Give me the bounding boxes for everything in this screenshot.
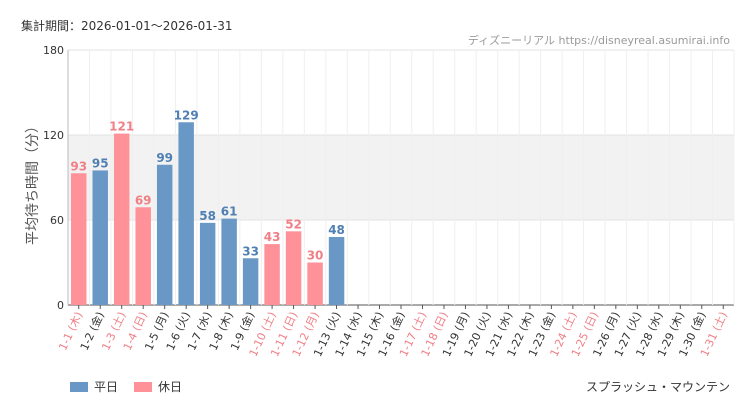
bar-5[interactable] bbox=[156, 164, 173, 305]
site-credit: ディズニーリアル https://disneyreal.asumirai.inf… bbox=[467, 34, 730, 47]
value-label: 69 bbox=[135, 193, 152, 207]
bar-9[interactable] bbox=[242, 258, 259, 305]
bar-3[interactable] bbox=[113, 133, 130, 305]
value-label: 48 bbox=[328, 223, 345, 237]
y-tick-label: 0 bbox=[57, 299, 64, 312]
period-label: 集計期間：2026-01-01～2026-01-31 bbox=[21, 19, 233, 33]
y-tick-labels: 0 60 120 180 bbox=[43, 44, 64, 312]
value-label: 58 bbox=[199, 209, 216, 223]
bar-2[interactable] bbox=[92, 170, 108, 305]
bar-13[interactable] bbox=[328, 237, 345, 305]
legend-item-weekday[interactable]: 平日 bbox=[70, 378, 118, 395]
value-label: 30 bbox=[307, 249, 324, 263]
y-tick-label: 120 bbox=[43, 129, 64, 142]
bars bbox=[71, 122, 345, 306]
value-label: 52 bbox=[285, 217, 302, 231]
value-label: 61 bbox=[221, 205, 238, 219]
bar-4[interactable] bbox=[135, 207, 151, 305]
value-label: 43 bbox=[264, 230, 281, 244]
legend-label-holiday: 休日 bbox=[158, 380, 183, 394]
bar-12[interactable] bbox=[307, 262, 323, 306]
legend-label-weekday: 平日 bbox=[94, 380, 119, 394]
y-tick-label: 60 bbox=[50, 214, 64, 227]
value-label: 33 bbox=[242, 244, 259, 258]
value-label: 95 bbox=[92, 156, 109, 170]
legend-swatch-holiday bbox=[134, 381, 153, 392]
x-tick-labels: 1-1 (木)1-2 (金)1-3 (土)1-4 (日)1-5 (月)1-6 (… bbox=[56, 309, 730, 358]
axis-ticks bbox=[78, 305, 724, 309]
bar-7[interactable] bbox=[199, 222, 216, 305]
value-labels: 93 95 121 69 99 129 58 61 33 43 52 30 48 bbox=[70, 108, 345, 262]
value-label: 121 bbox=[109, 120, 134, 134]
legend-item-holiday[interactable]: 休日 bbox=[134, 378, 182, 395]
bar-6[interactable] bbox=[178, 122, 194, 305]
legend: 平日 休日 bbox=[70, 378, 198, 395]
value-label: 99 bbox=[156, 151, 173, 165]
gridlines bbox=[67, 49, 735, 306]
bar-1[interactable] bbox=[71, 173, 87, 305]
bar-8[interactable] bbox=[221, 218, 237, 305]
value-label: 93 bbox=[70, 159, 87, 173]
bar-10[interactable] bbox=[264, 244, 280, 305]
value-label: 129 bbox=[174, 108, 199, 122]
attraction-name: スプラッシュ・マウンテン bbox=[585, 380, 730, 394]
legend-swatch-weekday bbox=[70, 381, 88, 392]
bar-11[interactable] bbox=[285, 231, 302, 305]
y-tick-label: 180 bbox=[43, 44, 64, 57]
